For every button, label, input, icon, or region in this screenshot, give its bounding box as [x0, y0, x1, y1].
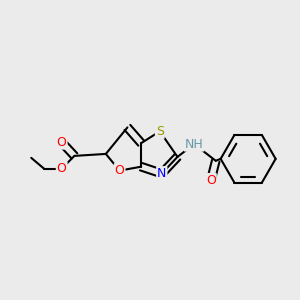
- Text: O: O: [57, 162, 67, 175]
- Text: O: O: [206, 174, 216, 187]
- Text: O: O: [57, 136, 67, 148]
- Text: S: S: [156, 125, 164, 138]
- Text: O: O: [115, 164, 124, 177]
- Text: N: N: [157, 167, 167, 180]
- Text: NH: NH: [185, 138, 203, 151]
